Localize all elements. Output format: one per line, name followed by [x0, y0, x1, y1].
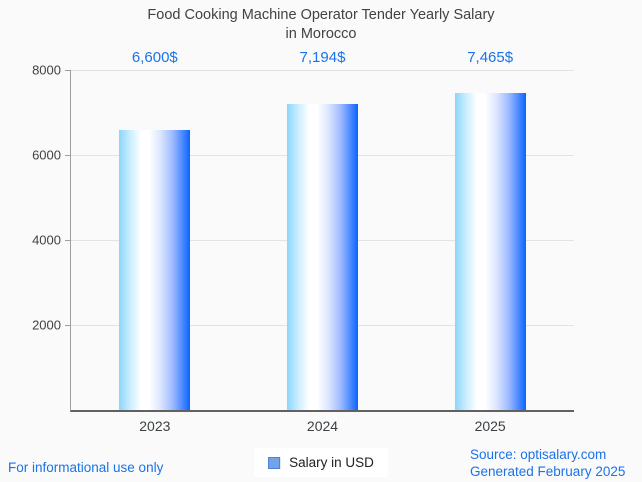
x-tick-label: 2025 — [474, 418, 506, 434]
x-tick-label: 2023 — [139, 418, 171, 434]
y-axis-tick — [65, 70, 71, 71]
legend-swatch-icon — [268, 456, 281, 469]
bar-2023 — [119, 129, 191, 410]
x-tick-label: 2024 — [306, 418, 339, 434]
legend-label: Salary in USD — [289, 455, 374, 470]
y-tick-label: 6000 — [32, 147, 61, 163]
generated-text: Generated February 2025 — [470, 464, 626, 479]
source-block: Source: optisalary.com Generated Februar… — [470, 446, 625, 480]
y-axis-tick — [65, 240, 71, 241]
y-tick-label: 2000 — [32, 317, 61, 333]
chart-title-line1: Food Cooking Machine Operator Tender Yea… — [147, 7, 495, 23]
y-tick-label: 8000 — [32, 62, 61, 78]
bar-2025 — [454, 92, 526, 410]
y-axis-tick — [65, 325, 71, 326]
bar-2024 — [287, 104, 358, 410]
chart-title-line2: in Morocco — [285, 25, 357, 42]
bar-value-label: 7,465$ — [467, 49, 514, 66]
disclaimer-text: For informational use only — [8, 460, 164, 475]
plot-area: 2000 4000 6000 8000 6,600$ 2023 7,194$ 2024 7,46… — [32, 49, 574, 434]
bar-value-label: 6,600$ — [131, 49, 178, 66]
legend: Salary in USD — [254, 448, 388, 477]
y-axis-tick — [65, 155, 71, 156]
bar-value-label: 7,194$ — [299, 49, 346, 66]
source-text: Source: optisalary.com — [470, 447, 607, 462]
grid-line — [71, 70, 574, 71]
chart-title: Food Cooking Machine Operator Tender Yea… — [0, 6, 642, 44]
y-tick-label: 4000 — [32, 232, 61, 248]
